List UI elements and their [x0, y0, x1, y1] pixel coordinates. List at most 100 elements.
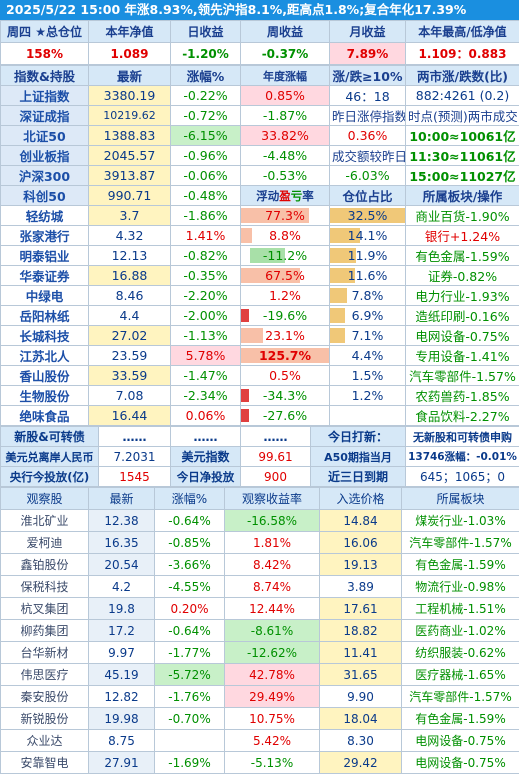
pnl-bar — [241, 328, 263, 343]
watch-name: 众业达 — [1, 730, 89, 752]
a50-label: A50期指当月 — [311, 447, 406, 467]
position-bar — [330, 308, 345, 323]
watch-entry-price: 9.90 — [320, 686, 402, 708]
holding-row[interactable]: 生物股份 7.08 -2.34% -34.3% 1.2% 农药兽药-1.85% — [1, 386, 519, 406]
holding-name: 轻纺城 — [1, 206, 89, 226]
watch-sector: 煤炭行业-1.03% — [402, 510, 519, 532]
watch-row[interactable]: 保税科技 4.2 -4.55% 8.74% 3.89 物流行业-0.98% — [1, 576, 519, 598]
watch-change: -3.66% — [155, 554, 225, 576]
holding-position: 6.9% — [330, 306, 406, 326]
index-change: -6.15% — [171, 126, 241, 146]
index-ytd: 0.85% — [241, 86, 330, 106]
watch-entry-price: 18.82 — [320, 620, 402, 642]
holding-row[interactable]: 长城科技 27.02 -1.13% 23.1% 7.1% 电网设备-0.75% — [1, 326, 519, 346]
holding-position: 1.2% — [330, 386, 406, 406]
index-row[interactable]: 上证指数 3380.19 -0.22% 0.85% 46：18 882:4261… — [1, 86, 519, 106]
holding-pnl: 0.5% — [241, 366, 330, 386]
turnover-forecast: 10:00≈10061亿 — [406, 126, 519, 146]
holding-change: -2.34% — [171, 386, 241, 406]
watch-name: 杭叉集团 — [1, 598, 89, 620]
watch-name: 保税科技 — [1, 576, 89, 598]
position-bar — [330, 288, 347, 303]
col-header: 涨幅% — [171, 66, 241, 86]
pboc-row: 央行今投放(亿) 1545 今日净投放 900 近三日到期 645；1065；0 — [1, 467, 519, 487]
year-nav: 1.089 — [89, 43, 171, 65]
watch-name: 台华新材 — [1, 642, 89, 664]
watch-entry-price: 8.30 — [320, 730, 402, 752]
index-row[interactable]: 沪深300 3913.87 -0.06% -0.53% -6.03% 15:00… — [1, 166, 519, 186]
holding-price: 4.32 — [89, 226, 171, 246]
holding-row[interactable]: 香山股份 33.59 -1.47% 0.5% 1.5% 汽车零部件-1.57% — [1, 366, 519, 386]
turnover-change: -6.03% — [330, 166, 406, 186]
index-row[interactable]: 北证50 1388.83 -6.15% 33.82% 0.36% 10:00≈1… — [1, 126, 519, 146]
col-header: 指数&持股 — [1, 66, 89, 86]
market-breadth: 882:4261 (0.2) — [406, 86, 519, 106]
watch-entry-price: 29.42 — [320, 752, 402, 774]
watch-row[interactable]: 秦安股份 12.82 -1.76% 29.49% 9.90 汽车零部件-1.57… — [1, 686, 519, 708]
watch-row[interactable]: 安靠智电 27.91 -1.69% -5.13% 29.42 电网设备-0.75… — [1, 752, 519, 774]
holding-sector: 造纸印刷-0.16% — [406, 306, 519, 326]
usdcnh-value: 7.2031 — [99, 447, 171, 467]
watch-row[interactable]: 新锐股份 19.98 -0.70% 10.75% 18.04 有色金属-1.59… — [1, 708, 519, 730]
watch-return: 12.44% — [225, 598, 320, 620]
watch-row[interactable]: 杭叉集团 19.8 0.20% 12.44% 17.61 工程机械-1.51% — [1, 598, 519, 620]
holding-name: 岳阳林纸 — [1, 306, 89, 326]
watch-return: 5.42% — [225, 730, 320, 752]
holding-row[interactable]: 中绿电 8.46 -2.20% 1.2% 7.8% 电力行业-1.93% — [1, 286, 519, 306]
watch-change: -0.85% — [155, 532, 225, 554]
index-change: -0.96% — [171, 146, 241, 166]
holding-name: 长城科技 — [1, 326, 89, 346]
index-row[interactable]: 创业板指 2045.57 -0.96% -4.48% 成交额较昨日 11:30≈… — [1, 146, 519, 166]
watch-row[interactable]: 柳药集团 17.2 -0.64% -8.61% 18.82 医药商业-1.02% — [1, 620, 519, 642]
holding-change: -2.00% — [171, 306, 241, 326]
watch-change: 0.20% — [155, 598, 225, 620]
index-price: 990.71 — [89, 186, 171, 206]
watch-name: 安靠智电 — [1, 752, 89, 774]
watch-price: 12.82 — [89, 686, 155, 708]
watch-name: 柳药集团 — [1, 620, 89, 642]
watch-price: 45.19 — [89, 664, 155, 686]
holding-sector: 农药兽药-1.85% — [406, 386, 519, 406]
holding-pnl: -11.2% — [241, 246, 330, 266]
net-injection-label: 今日净投放 — [171, 467, 241, 487]
index-row[interactable]: 科创50 990.71 -0.48% 浮动盈亏率 仓位占比 所属板块/操作 — [1, 186, 519, 206]
watch-change: -1.69% — [155, 752, 225, 774]
holding-price: 3.7 — [89, 206, 171, 226]
summary-header: 月收益 — [330, 21, 406, 43]
watch-row[interactable]: 淮北矿业 12.38 -0.64% -16.58% 14.84 煤炭行业-1.0… — [1, 510, 519, 532]
holding-row[interactable]: 岳阳林纸 4.4 -2.00% -19.6% 6.9% 造纸印刷-0.16% — [1, 306, 519, 326]
holding-name: 绝味食品 — [1, 406, 89, 426]
watch-entry-price: 14.84 — [320, 510, 402, 532]
watch-row[interactable]: 爱柯迪 16.35 -0.85% 1.81% 16.06 汽车零部件-1.57% — [1, 532, 519, 554]
watch-row[interactable]: 伟思医疗 45.19 -5.72% 42.78% 31.65 医疗器械-1.65… — [1, 664, 519, 686]
watch-sector: 有色金属-1.59% — [402, 554, 519, 576]
turnover-forecast: 11:30≈11061亿 — [406, 146, 519, 166]
watch-row[interactable]: 众业达 8.75 5.42% 8.30 电网设备-0.75% — [1, 730, 519, 752]
holding-sector: 汽车零部件-1.57% — [406, 366, 519, 386]
holding-row[interactable]: 明泰铝业 12.13 -0.82% -11.2% 11.9% 有色金属-1.59… — [1, 246, 519, 266]
holding-position: 4.4% — [330, 346, 406, 366]
watch-price: 19.98 — [89, 708, 155, 730]
holding-name: 江苏北人 — [1, 346, 89, 366]
watch-price: 20.54 — [89, 554, 155, 576]
index-change: -0.22% — [171, 86, 241, 106]
holding-position: 7.1% — [330, 326, 406, 346]
holding-row[interactable]: 张家港行 4.32 1.41% 8.8% 14.1% 银行+1.24% — [1, 226, 519, 246]
holding-change: 0.06% — [171, 406, 241, 426]
index-price: 10219.62 — [89, 106, 171, 126]
dxy-label: 美元指数 — [171, 447, 241, 467]
watch-return: -5.13% — [225, 752, 320, 774]
watch-row[interactable]: 台华新材 9.97 -1.77% -12.62% 11.41 纺织服装-0.62… — [1, 642, 519, 664]
holding-change: -2.20% — [171, 286, 241, 306]
info-table: 新股&可转债 …… …… …… 今日打新： 无新股和可转债申购 美元兑离岸人民币… — [0, 426, 519, 487]
holding-sector: 证券-0.82% — [406, 266, 519, 286]
watch-row[interactable]: 鑫铂股份 20.54 -3.66% 8.42% 19.13 有色金属-1.59% — [1, 554, 519, 576]
holding-row[interactable]: 轻纺城 3.7 -1.86% 77.3% 32.5% 商业百货-1.90% — [1, 206, 519, 226]
watch-change: -1.76% — [155, 686, 225, 708]
watch-name: 淮北矿业 — [1, 510, 89, 532]
index-row[interactable]: 深证成指 10219.62 -0.72% -1.87% 昨日涨停指数 时点(预测… — [1, 106, 519, 126]
watch-change: -4.55% — [155, 576, 225, 598]
holding-row[interactable]: 华泰证券 16.88 -0.35% 67.5% 11.6% 证券-0.82% — [1, 266, 519, 286]
holding-row[interactable]: 绝味食品 16.44 0.06% -27.6% 食品饮料-2.27% — [1, 406, 519, 426]
holding-row[interactable]: 江苏北人 23.59 5.78% 125.7% 4.4% 专用设备-1.41% — [1, 346, 519, 366]
